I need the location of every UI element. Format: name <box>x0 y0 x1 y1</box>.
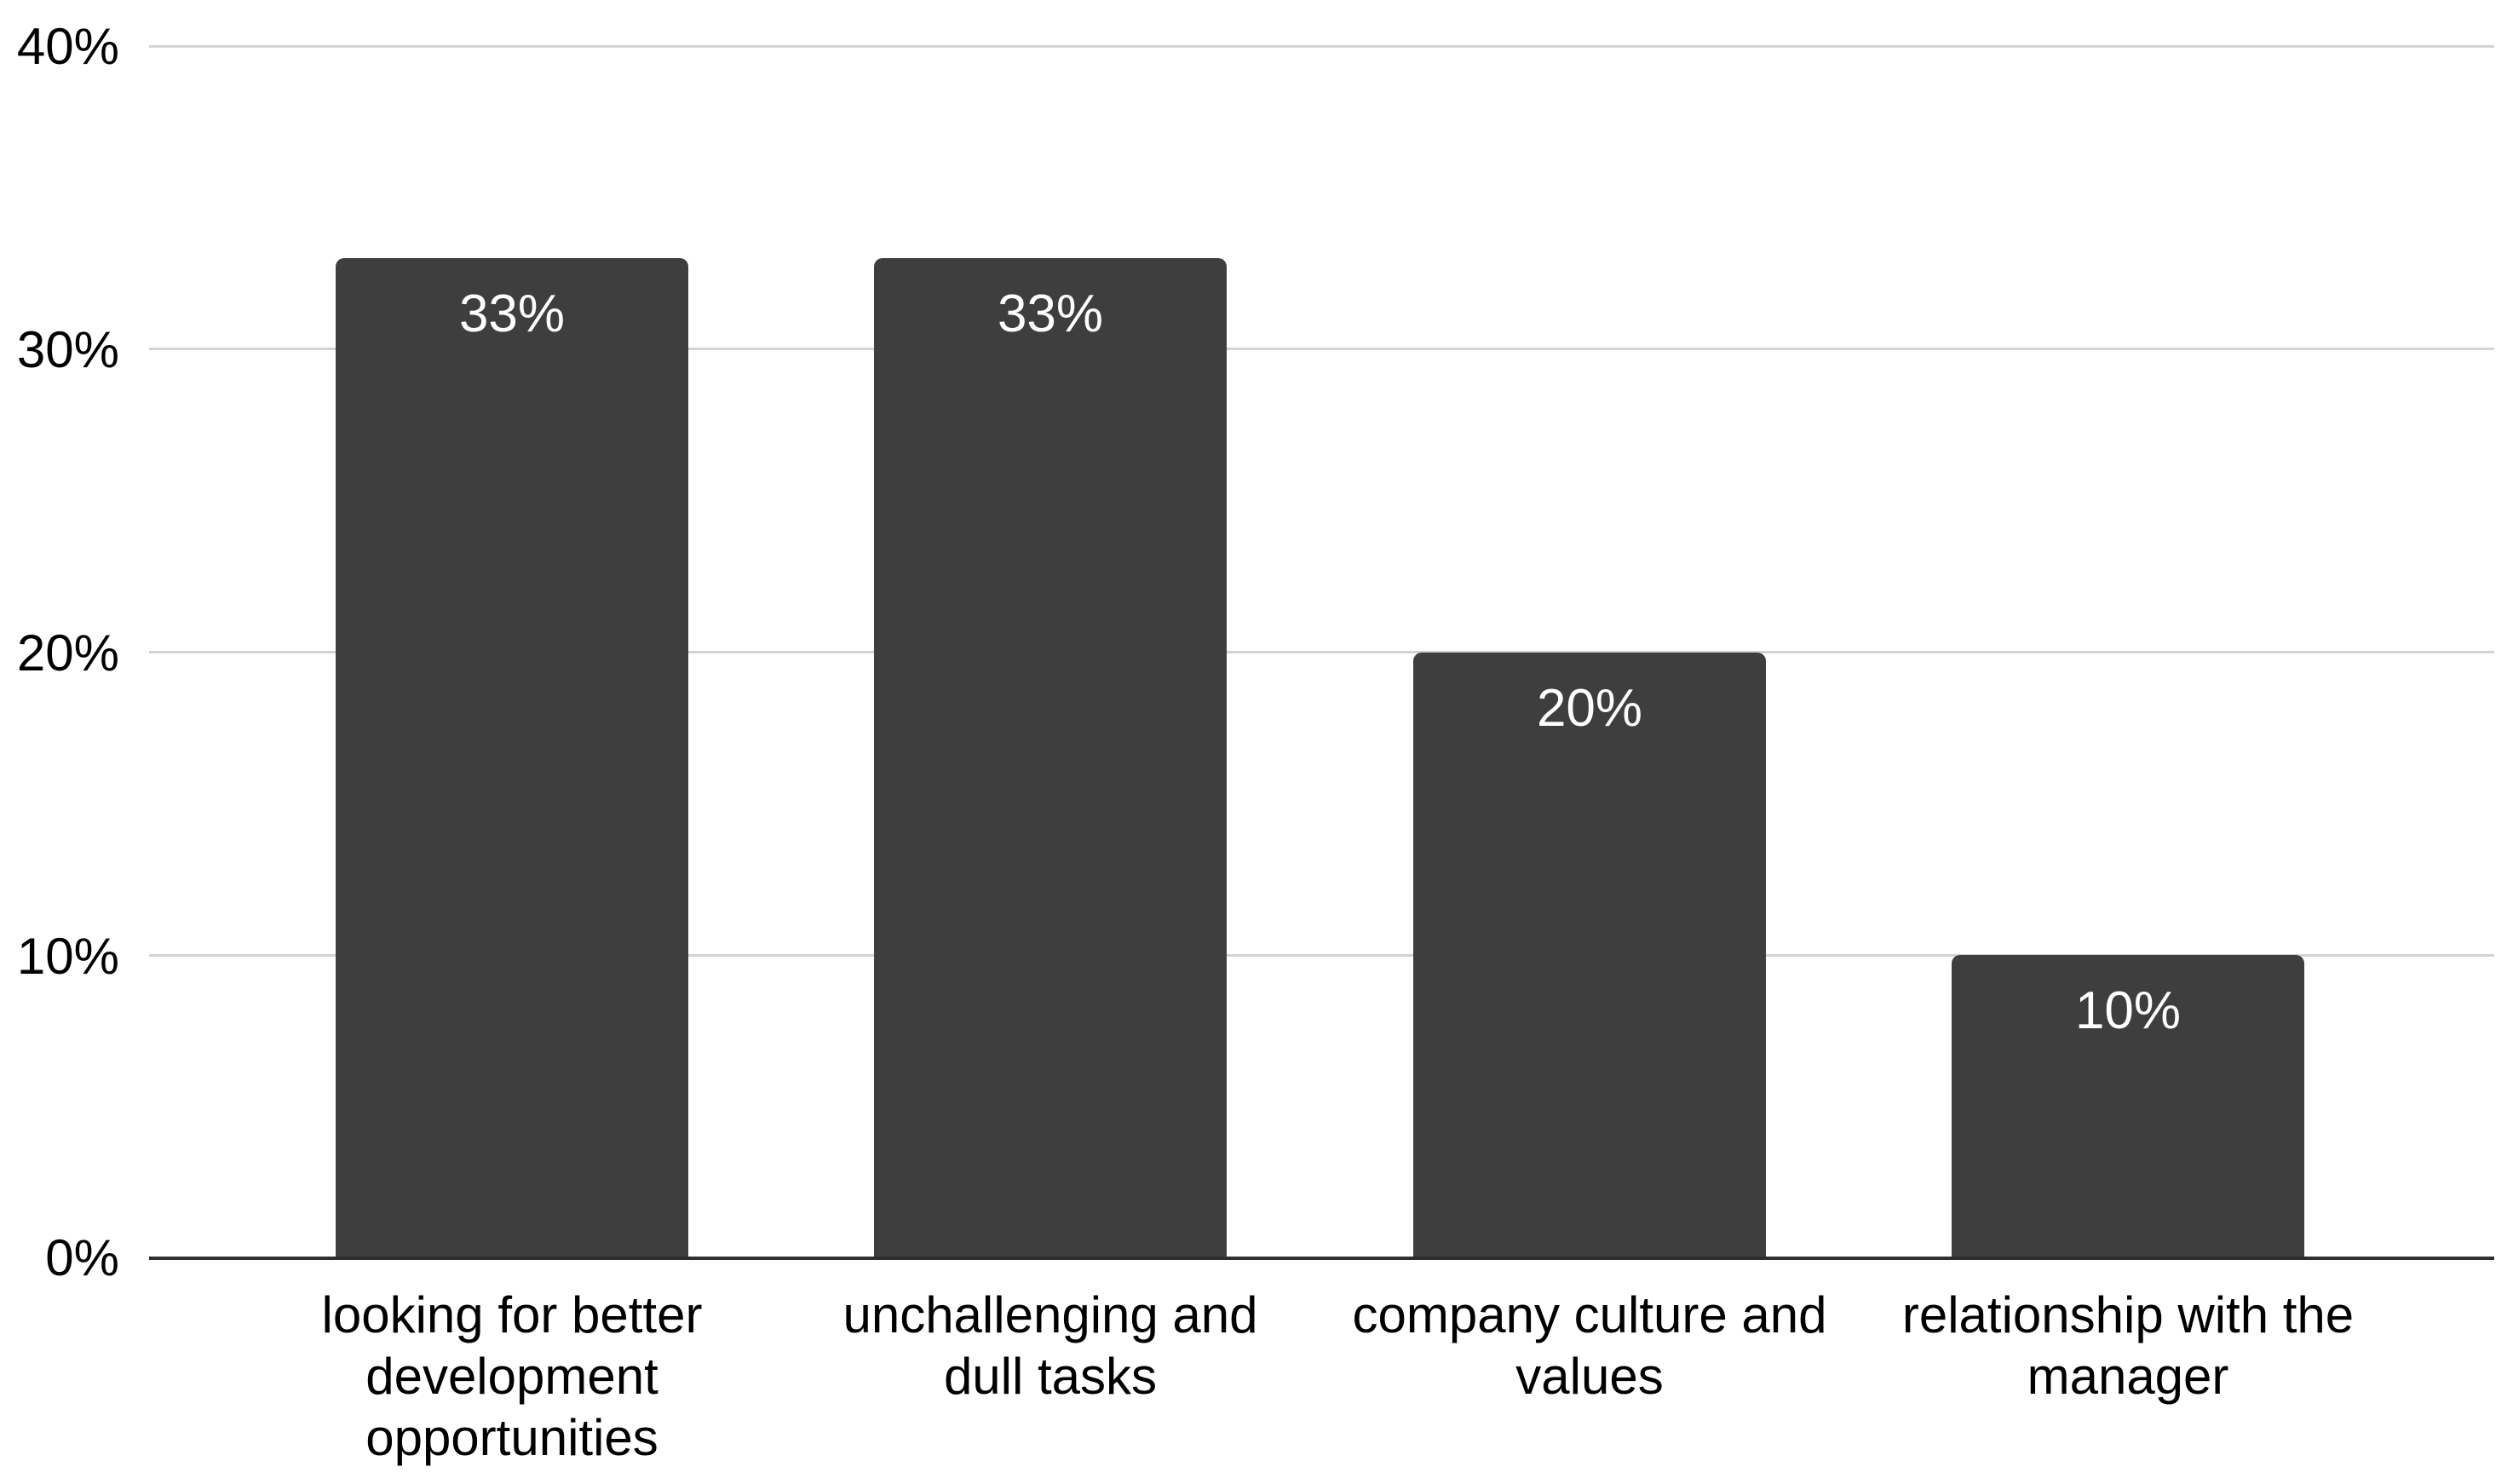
y-axis-tick-label: 10% <box>16 928 119 985</box>
y-axis-tick-label: 30% <box>16 321 119 378</box>
gridline <box>149 651 2494 653</box>
y-axis-tick-label: 20% <box>16 624 119 682</box>
x-axis-category-label: relationship with the manager <box>1855 1285 2401 1407</box>
bar-value-label: 33% <box>458 285 566 344</box>
bar: 10% <box>1952 955 2304 1258</box>
x-axis-category-label-line: company culture and <box>1352 1286 1827 1343</box>
plot-area: 33% 33% 20% 10% <box>149 44 2494 1260</box>
bar: 20% <box>1413 652 1766 1258</box>
bar-value-label: 20% <box>1536 678 1643 738</box>
x-axis-category-label-line: values <box>1515 1348 1664 1405</box>
x-axis-category-label-line: relationship with the <box>1901 1286 2355 1343</box>
x-axis-category-label-line: dull tasks <box>943 1348 1158 1405</box>
y-axis-tick-label: 40% <box>16 18 119 75</box>
x-axis-category-label-line: manager <box>2027 1348 2229 1405</box>
x-axis-category-label: company culture and values <box>1317 1285 1862 1407</box>
gridline <box>149 953 2494 957</box>
x-axis-category-label: looking for better development opportuni… <box>239 1285 785 1469</box>
x-axis-category-label-line: development <box>365 1348 658 1405</box>
bar-value-label: 10% <box>2074 981 2182 1041</box>
bar: 33% <box>336 258 688 1258</box>
x-axis-category-label: unchallenging and dull tasks <box>778 1285 1323 1407</box>
x-axis-line <box>149 1257 2494 1260</box>
x-axis-category-label-line: opportunities <box>365 1409 658 1466</box>
x-axis-category-label-line: unchallenging and <box>842 1286 1258 1343</box>
y-axis-tick-label: 0% <box>45 1229 119 1286</box>
gridline <box>149 44 2494 48</box>
bar-value-label: 33% <box>997 285 1104 344</box>
gridline <box>149 348 2494 351</box>
x-axis-category-label-line: looking for better <box>321 1286 703 1343</box>
bar: 33% <box>874 258 1227 1258</box>
